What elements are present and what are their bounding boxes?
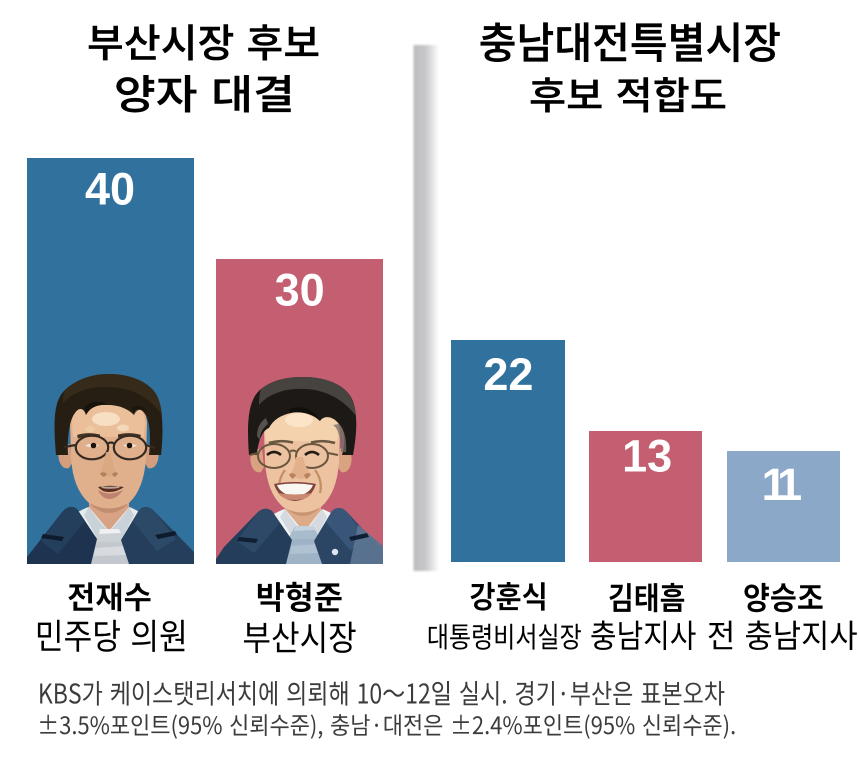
svg-text:40: 40	[85, 164, 135, 215]
svg-text:30: 30	[275, 264, 325, 315]
svg-text:13: 13	[622, 431, 672, 482]
svg-text:22: 22	[483, 349, 533, 400]
